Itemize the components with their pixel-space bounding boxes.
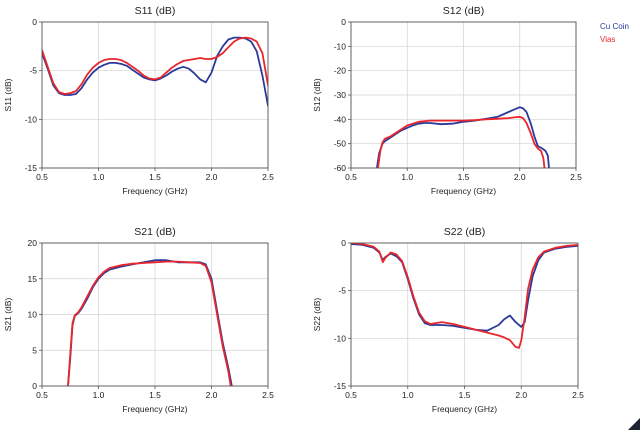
y-tick-label: -5 [338,286,346,296]
x-tick-label: 1.5 [459,390,471,400]
y-tick-label: -10 [334,41,347,51]
corner-mark [628,418,640,430]
legend-item-vias: Vias [600,35,615,44]
x-tick-label: 2.5 [262,172,274,182]
y-axis-label: S21 (dB) [3,298,13,332]
y-axis-label: S12 (dB) [312,78,322,112]
x-tick-label: 2.0 [515,390,527,400]
x-tick-label: 0.5 [36,172,48,182]
x-axis-label: Frequency (GHz) [122,186,187,196]
y-tick-label: -20 [334,66,347,76]
chart-s22: 0.5 1.0 1.5 2.0 2.5 0 -5 -10 -15 S22 (dB) Frequenc… [312,226,584,414]
y-tick-label: 20 [28,238,38,248]
y-tick-label: -30 [334,90,347,100]
chart-s21: 0.5 1.0 1.5 2.0 2.5 0 5 10 15 20 S21 (dB) Frequency… [3,226,274,414]
series-line-vias [351,243,578,349]
y-tick-label: 0 [341,238,346,248]
chart-title: S22 (dB) [444,226,485,238]
chart-title: S21 (dB) [134,226,175,238]
legend-item-cu-coin: Cu Coin [600,22,629,31]
y-tick-label: 0 [341,17,346,27]
y-tick-label: -15 [334,381,347,391]
x-tick-label: 2.5 [262,390,274,400]
y-axis-label: S11 (dB) [3,78,13,111]
x-tick-label: 0.5 [345,390,357,400]
y-axis-label: S22 (dB) [312,298,322,332]
x-tick-label: 2.0 [206,390,218,400]
legend-label-vias: Vias [600,35,616,44]
x-tick-label: 1.0 [402,390,414,400]
y-tick-label: 15 [28,274,38,284]
x-axis-label: Frequency (GHz) [432,404,497,414]
chart-title: S11 (dB) [135,5,176,17]
x-tick-label: 1.0 [401,172,413,182]
x-tick-label: 1.5 [458,172,470,182]
series-line-vias [377,116,546,168]
x-tick-label: 0.5 [36,390,48,400]
y-tick-label: -15 [25,163,38,173]
series-line-vias [67,260,232,386]
y-tick-label: 0 [32,17,37,27]
x-tick-label: 1.0 [93,390,105,400]
x-tick-label: 2.5 [570,172,582,182]
y-tick-label: -10 [334,333,347,343]
chart-title: S12 (dB) [443,5,484,17]
y-tick-label: -40 [334,114,347,124]
x-tick-label: 2.0 [206,172,218,182]
series-line-vias [42,36,268,95]
y-tick-label: 10 [28,310,38,320]
series-line-cu-coin [42,36,268,107]
legend-label-cu-coin: Cu Coin [600,22,629,31]
y-tick-label: -60 [334,163,347,173]
y-tick-label: 5 [32,345,37,355]
y-tick-label: 0 [32,381,37,391]
x-tick-label: 2.0 [514,172,526,182]
x-tick-label: 0.5 [345,172,357,182]
y-tick-label: -10 [25,114,38,124]
x-axis-label: Frequency (GHz) [431,186,496,196]
x-axis-label: Frequency (GHz) [122,404,187,414]
x-tick-label: 2.5 [572,390,584,400]
x-tick-label: 1.5 [149,172,161,182]
y-tick-label: -5 [29,66,37,76]
chart-s12: 0.5 1.0 1.5 2.0 2.5 0 -10 -20 -30 -40 -50 -60 S12 (d… [312,5,582,196]
chart-s11: 0.5 1.0 1.5 2.0 2.5 0 -5 -10 -15 S11 (dB) Frequenc… [3,5,274,196]
x-tick-label: 1.0 [93,172,105,182]
series-line-cu-coin [375,106,550,168]
x-tick-label: 1.5 [149,390,161,400]
y-tick-label: -50 [334,139,347,149]
